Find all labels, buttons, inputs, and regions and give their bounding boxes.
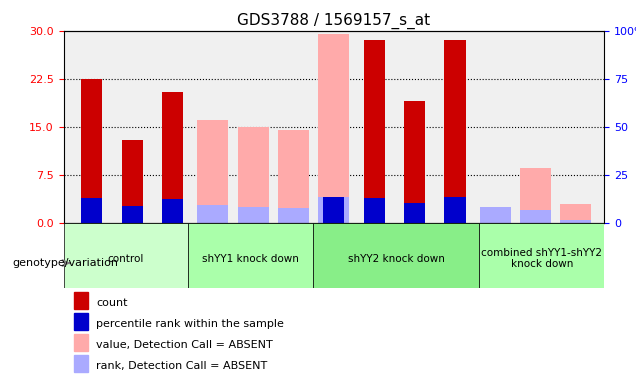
FancyBboxPatch shape (64, 223, 188, 288)
Text: shYY2 knock down: shYY2 knock down (348, 253, 445, 264)
Bar (121, 207, 142, 223)
Bar (319, 34, 349, 223)
Text: value, Detection Call = ABSENT: value, Detection Call = ABSENT (96, 340, 273, 350)
Text: percentile rank within the sample: percentile rank within the sample (96, 319, 284, 329)
Bar (74, 334, 88, 351)
Bar (404, 203, 425, 223)
Text: shYY1 knock down: shYY1 knock down (202, 253, 299, 264)
Bar (121, 139, 142, 223)
Bar (278, 130, 309, 223)
Bar (560, 220, 591, 223)
Text: control: control (107, 253, 144, 264)
Title: GDS3788 / 1569157_s_at: GDS3788 / 1569157_s_at (237, 13, 431, 29)
Bar (480, 207, 511, 223)
Bar (74, 313, 88, 330)
Bar (81, 79, 102, 223)
Bar (404, 101, 425, 223)
Bar (74, 355, 88, 372)
Bar (74, 292, 88, 309)
Bar (162, 91, 183, 223)
Bar (197, 205, 228, 223)
Bar (278, 208, 309, 223)
FancyBboxPatch shape (313, 223, 480, 288)
FancyBboxPatch shape (480, 223, 604, 288)
Bar (445, 197, 466, 223)
Bar (560, 204, 591, 223)
Bar (162, 199, 183, 223)
Bar (520, 168, 551, 223)
Bar (81, 198, 102, 223)
Text: genotype/variation: genotype/variation (13, 258, 119, 268)
Bar (520, 210, 551, 223)
Bar (238, 207, 269, 223)
Bar (445, 40, 466, 223)
Bar (319, 197, 349, 223)
Text: combined shYY1-shYY2
knock down: combined shYY1-shYY2 knock down (481, 248, 602, 270)
Bar (238, 127, 269, 223)
FancyBboxPatch shape (188, 223, 313, 288)
Text: count: count (96, 298, 128, 308)
Bar (323, 197, 345, 223)
Bar (197, 120, 228, 223)
Bar (364, 40, 385, 223)
Text: rank, Detection Call = ABSENT: rank, Detection Call = ABSENT (96, 361, 267, 371)
Bar (364, 198, 385, 223)
